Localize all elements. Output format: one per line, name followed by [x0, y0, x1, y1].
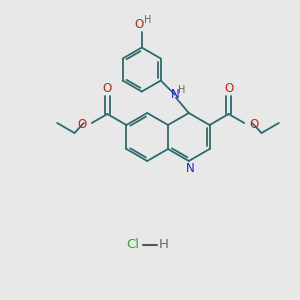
Text: N: N [171, 88, 179, 101]
Text: Cl: Cl [127, 238, 140, 251]
Text: O: O [77, 118, 87, 131]
Text: N: N [185, 163, 194, 176]
Text: O: O [134, 18, 143, 31]
Text: H: H [159, 238, 169, 251]
Text: O: O [224, 82, 233, 95]
Text: O: O [103, 82, 112, 95]
Text: H: H [144, 14, 152, 25]
Text: H: H [178, 85, 186, 95]
Text: O: O [249, 118, 259, 131]
